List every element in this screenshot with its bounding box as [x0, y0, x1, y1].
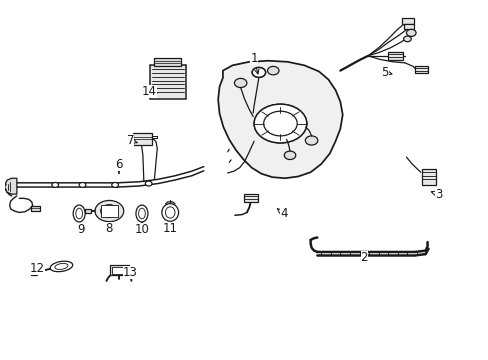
Circle shape: [145, 181, 152, 186]
Bar: [401, 18, 413, 24]
Ellipse shape: [162, 204, 178, 221]
Text: 11: 11: [163, 222, 177, 235]
Text: 5: 5: [381, 66, 391, 79]
Polygon shape: [218, 61, 342, 178]
Text: 6: 6: [115, 158, 122, 174]
Circle shape: [403, 36, 410, 42]
Circle shape: [52, 183, 59, 188]
Text: 3: 3: [430, 188, 441, 201]
Bar: [387, 52, 402, 60]
Bar: [149, 66, 185, 99]
Ellipse shape: [138, 208, 145, 219]
Circle shape: [254, 69, 263, 76]
Text: 2: 2: [360, 251, 367, 264]
Circle shape: [254, 104, 306, 143]
Circle shape: [112, 183, 118, 188]
Text: 7: 7: [126, 134, 137, 147]
Circle shape: [406, 30, 415, 36]
Circle shape: [263, 111, 297, 136]
Bar: [421, 169, 435, 185]
Circle shape: [254, 104, 306, 143]
Circle shape: [79, 183, 86, 188]
Bar: [31, 270, 37, 275]
Bar: [112, 267, 127, 274]
Bar: [414, 66, 427, 73]
Circle shape: [267, 66, 279, 75]
Bar: [243, 194, 257, 202]
Text: 1: 1: [250, 52, 259, 74]
Bar: [101, 205, 118, 217]
Bar: [154, 58, 181, 66]
Bar: [85, 209, 91, 213]
Bar: [31, 207, 40, 211]
Text: 10: 10: [134, 222, 149, 236]
Circle shape: [95, 201, 123, 222]
Text: 14: 14: [142, 85, 157, 98]
Polygon shape: [5, 178, 17, 194]
Bar: [110, 265, 129, 275]
Circle shape: [234, 78, 246, 87]
Ellipse shape: [76, 208, 82, 219]
Circle shape: [305, 136, 317, 145]
Text: 13: 13: [123, 266, 138, 279]
Ellipse shape: [136, 205, 148, 222]
Ellipse shape: [55, 264, 68, 269]
Circle shape: [101, 205, 118, 217]
Text: 8: 8: [105, 222, 113, 235]
Circle shape: [252, 67, 265, 77]
Bar: [133, 134, 152, 145]
Ellipse shape: [73, 205, 85, 222]
Ellipse shape: [50, 261, 73, 272]
Text: 9: 9: [77, 223, 84, 236]
Bar: [403, 24, 413, 30]
Circle shape: [252, 67, 265, 77]
Text: 4: 4: [277, 207, 287, 220]
Ellipse shape: [165, 207, 175, 218]
Text: 12: 12: [30, 262, 45, 275]
Circle shape: [284, 151, 295, 159]
